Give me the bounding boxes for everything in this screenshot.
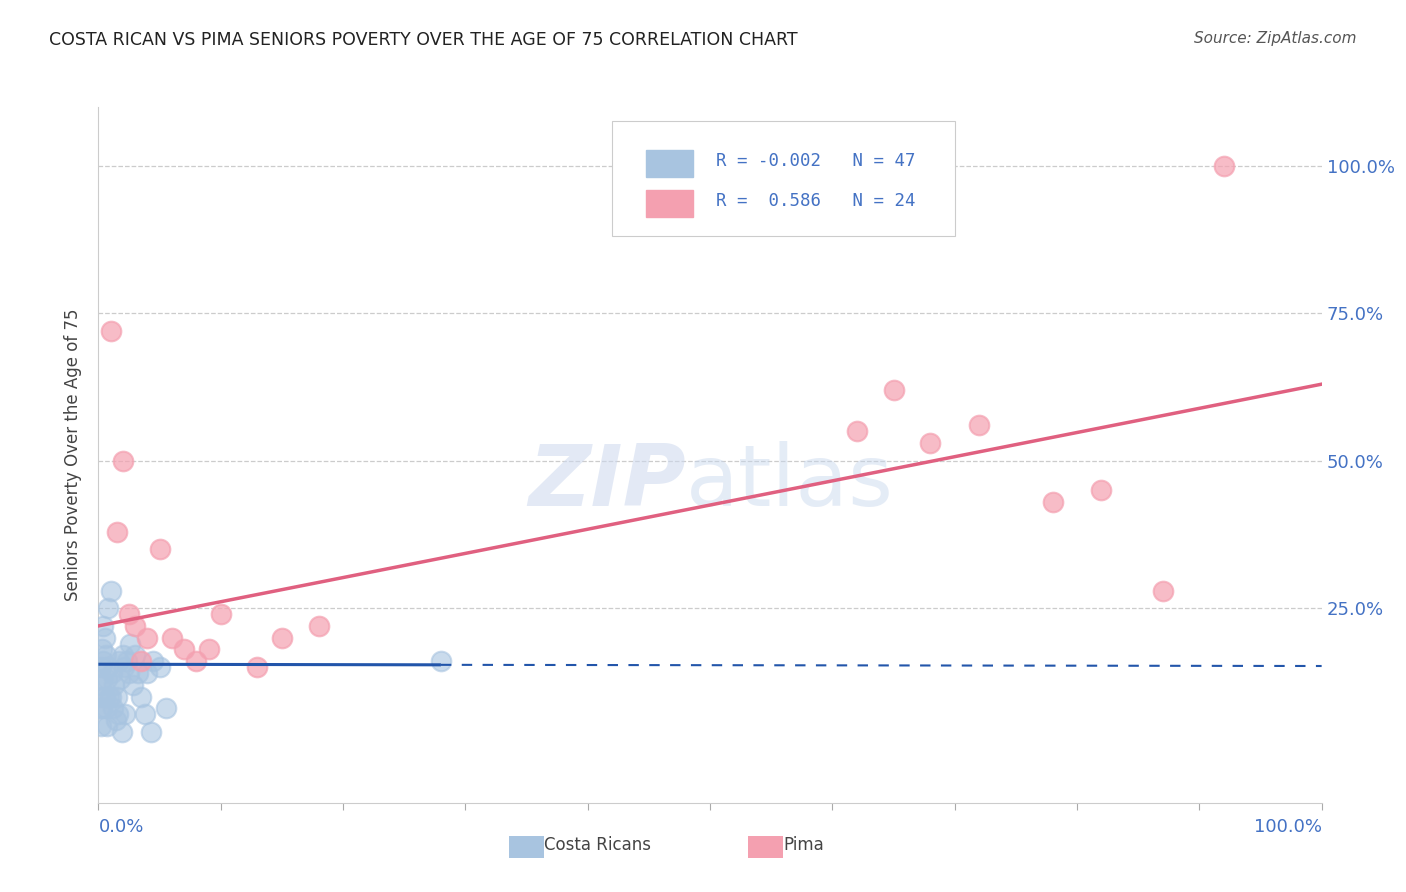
- Text: 100.0%: 100.0%: [1254, 818, 1322, 836]
- Point: [129, 654, 152, 668]
- Point: [103, 678, 125, 692]
- Point: [134, 707, 156, 722]
- Point: [93, 631, 115, 645]
- Point: [108, 654, 131, 668]
- Text: ZIP: ZIP: [527, 442, 686, 524]
- Point: [270, 631, 294, 645]
- Point: [173, 642, 195, 657]
- Point: [94, 701, 117, 715]
- Point: [91, 701, 114, 715]
- Point: [920, 436, 942, 450]
- Text: Source: ZipAtlas.com: Source: ZipAtlas.com: [1194, 31, 1357, 46]
- Point: [121, 678, 143, 692]
- Point: [160, 631, 183, 645]
- Point: [90, 719, 112, 733]
- Point: [149, 660, 172, 674]
- Point: [129, 690, 152, 704]
- Point: [142, 654, 165, 668]
- Point: [1042, 495, 1064, 509]
- Text: 0.0%: 0.0%: [98, 818, 143, 836]
- Point: [845, 425, 868, 439]
- Point: [136, 666, 159, 681]
- Point: [94, 648, 117, 663]
- Point: [115, 654, 138, 668]
- Text: COSTA RICAN VS PIMA SENIORS POVERTY OVER THE AGE OF 75 CORRELATION CHART: COSTA RICAN VS PIMA SENIORS POVERTY OVER…: [49, 31, 797, 49]
- Point: [104, 713, 127, 727]
- Point: [110, 672, 132, 686]
- Point: [967, 418, 990, 433]
- Point: [97, 660, 120, 674]
- Text: atlas: atlas: [686, 442, 894, 524]
- Point: [118, 607, 141, 621]
- Point: [209, 607, 232, 621]
- Point: [114, 707, 136, 722]
- Point: [127, 666, 149, 681]
- Point: [111, 648, 134, 663]
- FancyBboxPatch shape: [612, 121, 955, 235]
- Point: [96, 719, 118, 733]
- Point: [124, 619, 146, 633]
- Point: [155, 701, 177, 715]
- Point: [186, 654, 208, 668]
- Point: [100, 690, 122, 704]
- Point: [91, 654, 114, 668]
- Point: [1152, 583, 1174, 598]
- Text: Pima: Pima: [783, 836, 824, 854]
- Point: [112, 660, 135, 674]
- FancyBboxPatch shape: [647, 190, 693, 217]
- Point: [90, 678, 112, 692]
- Point: [89, 690, 111, 704]
- Point: [1090, 483, 1112, 498]
- Point: [111, 725, 134, 739]
- Point: [101, 701, 124, 715]
- Point: [149, 542, 172, 557]
- Point: [430, 654, 453, 668]
- Point: [91, 642, 114, 657]
- Point: [97, 601, 120, 615]
- Point: [124, 648, 146, 663]
- Point: [100, 583, 122, 598]
- Point: [98, 690, 121, 704]
- Point: [93, 690, 115, 704]
- Point: [246, 660, 269, 674]
- Point: [1212, 159, 1234, 173]
- Text: Costa Ricans: Costa Ricans: [544, 836, 651, 854]
- Point: [139, 725, 162, 739]
- Point: [111, 454, 134, 468]
- FancyBboxPatch shape: [647, 151, 693, 177]
- Point: [90, 660, 112, 674]
- Point: [136, 631, 159, 645]
- Point: [91, 672, 114, 686]
- Point: [105, 690, 128, 704]
- Point: [118, 666, 141, 681]
- Point: [96, 672, 118, 686]
- Point: [107, 707, 129, 722]
- Point: [101, 666, 124, 681]
- Text: R = -0.002   N = 47: R = -0.002 N = 47: [716, 153, 915, 170]
- Point: [105, 524, 128, 539]
- Point: [89, 701, 111, 715]
- Point: [100, 324, 122, 338]
- Point: [197, 642, 219, 657]
- Point: [308, 619, 330, 633]
- Point: [883, 383, 905, 397]
- Point: [91, 619, 114, 633]
- Y-axis label: Seniors Poverty Over the Age of 75: Seniors Poverty Over the Age of 75: [65, 309, 83, 601]
- Text: R =  0.586   N = 24: R = 0.586 N = 24: [716, 192, 915, 210]
- Point: [120, 637, 142, 651]
